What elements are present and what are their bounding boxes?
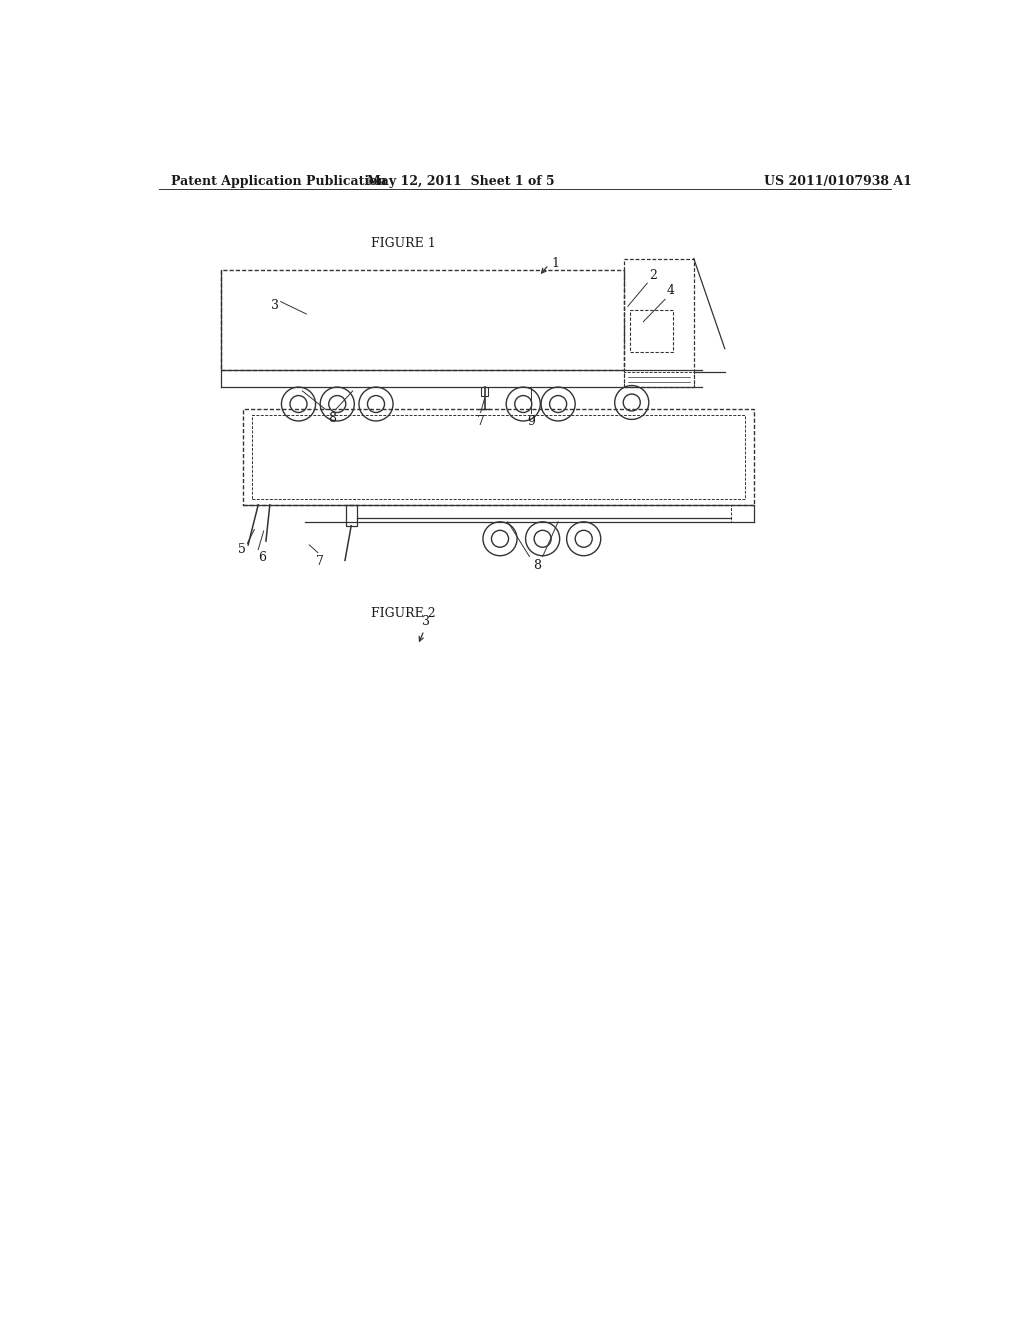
Bar: [480, 387, 488, 396]
Text: FIGURE 2: FIGURE 2: [371, 607, 435, 619]
Bar: [731, 506, 755, 521]
Text: 4: 4: [667, 284, 675, 297]
Text: 8: 8: [328, 412, 336, 425]
Text: 8: 8: [534, 558, 542, 572]
Bar: [243, 409, 755, 506]
Bar: [624, 372, 693, 387]
Bar: [221, 271, 624, 370]
Bar: [624, 259, 693, 387]
Text: 7: 7: [316, 554, 325, 568]
Text: FIGURE 1: FIGURE 1: [371, 238, 435, 249]
Bar: [346, 506, 356, 525]
Bar: [630, 310, 673, 352]
Bar: [252, 414, 744, 499]
Text: 9: 9: [527, 414, 535, 428]
Text: 5: 5: [238, 544, 246, 557]
Text: 1: 1: [551, 257, 559, 271]
Text: 3: 3: [271, 298, 280, 312]
Text: US 2011/0107938 A1: US 2011/0107938 A1: [764, 176, 911, 189]
Text: 2: 2: [649, 268, 656, 281]
Text: 6: 6: [258, 552, 266, 564]
Text: Patent Application Publication: Patent Application Publication: [171, 176, 386, 189]
Text: 7: 7: [477, 414, 484, 428]
Text: 3: 3: [422, 615, 430, 628]
Text: May 12, 2011  Sheet 1 of 5: May 12, 2011 Sheet 1 of 5: [368, 176, 555, 189]
